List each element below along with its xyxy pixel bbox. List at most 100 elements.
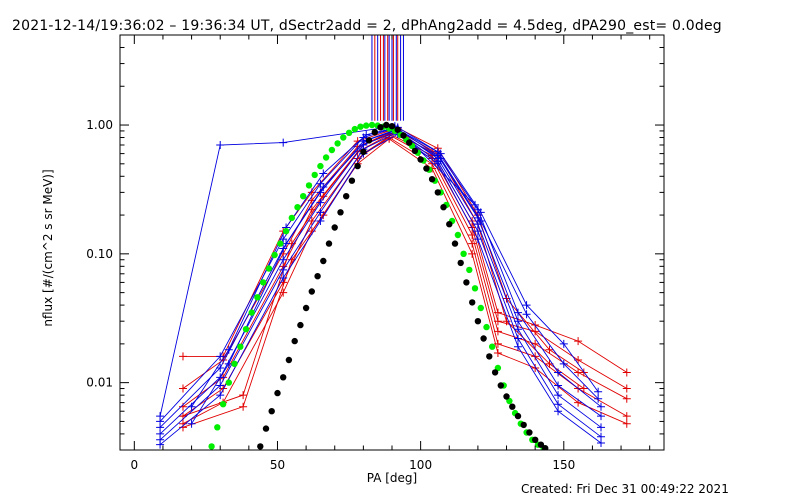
- x-tick-label: 150: [552, 458, 575, 472]
- plot-content: [156, 35, 631, 450]
- x-axis-label: PA [deg]: [367, 471, 417, 485]
- y-axis-label: nflux [#/(cm^2 s sr MeV)]: [41, 169, 55, 326]
- green-model-point: [317, 162, 324, 170]
- series-1-point: [178, 352, 187, 361]
- y-tick-label: 1.00: [86, 118, 113, 132]
- series-4-point: [468, 239, 477, 248]
- series-11-point: [597, 423, 606, 432]
- black-model-point: [503, 393, 510, 400]
- series-13-point: [216, 391, 225, 400]
- series-7-point: [579, 384, 588, 393]
- series-5-line: [182, 138, 627, 425]
- black-model-point: [526, 429, 533, 436]
- black-model-point: [383, 121, 390, 129]
- black-model-point: [394, 126, 401, 133]
- black-model-point: [297, 321, 304, 329]
- created-timestamp: Created: Fri Dec 31 00:49:22 2021: [521, 482, 729, 496]
- green-model-point: [345, 129, 353, 136]
- black-model-point: [343, 193, 350, 200]
- series-7-line: [182, 130, 585, 428]
- black-model-point: [514, 412, 522, 420]
- black-model-point: [463, 279, 470, 286]
- series-13-point: [156, 440, 165, 449]
- series-10-point: [316, 188, 325, 197]
- series-1-point: [574, 337, 583, 346]
- series-9-point: [216, 352, 225, 361]
- black-model-point: [537, 441, 545, 448]
- series-9-point: [554, 368, 563, 377]
- black-model-point: [325, 240, 333, 247]
- black-model-point: [400, 132, 407, 139]
- green-model-point: [466, 266, 473, 274]
- green-model-point: [237, 343, 244, 350]
- black-model-point: [280, 374, 287, 381]
- series-5-point: [468, 249, 477, 258]
- black-model-point: [360, 148, 367, 155]
- series-1-line: [183, 130, 628, 373]
- series-13-point: [597, 438, 606, 447]
- series-12-point: [316, 208, 325, 217]
- series-15-point: [559, 359, 568, 368]
- black-model-point: [457, 259, 464, 267]
- black-model-point: [532, 436, 539, 443]
- series-7-point: [502, 317, 511, 326]
- green-model-point: [454, 231, 462, 239]
- black-model-point: [486, 353, 493, 360]
- series-9-point: [597, 402, 606, 411]
- x-tick-label: 50: [270, 458, 285, 472]
- series-15-point: [594, 394, 603, 403]
- series-5-point: [622, 419, 631, 428]
- series-12-line: [159, 131, 602, 441]
- series-13-point: [433, 159, 442, 168]
- series-6-point: [545, 345, 554, 354]
- y-tick-label: 0.10: [86, 247, 113, 261]
- green-model-point: [254, 294, 261, 301]
- series-13-line: [159, 133, 602, 446]
- series-2-point: [178, 384, 187, 393]
- series-11-point: [279, 255, 288, 264]
- series-2-point: [622, 384, 631, 393]
- black-model-point: [320, 257, 327, 265]
- series-14-point: [476, 208, 485, 217]
- black-model-point: [371, 129, 378, 136]
- series-11-point: [554, 391, 563, 400]
- green-model-point: [288, 214, 295, 222]
- black-model-point: [497, 382, 504, 389]
- series-14-point: [187, 402, 196, 411]
- series-14-point: [559, 339, 568, 348]
- black-model-point: [308, 288, 315, 295]
- series-7-point: [178, 423, 187, 432]
- series-4-point: [531, 352, 540, 361]
- series-13-point: [554, 407, 563, 416]
- series-12-point: [279, 265, 288, 274]
- series-6-point: [239, 391, 248, 400]
- green-model-point: [260, 279, 267, 286]
- green-model-point: [483, 323, 490, 331]
- black-model-point: [474, 318, 482, 325]
- black-model-point: [520, 421, 527, 429]
- green-model-point: [231, 360, 238, 367]
- series-15-line: [191, 130, 599, 424]
- green-model-point: [242, 326, 250, 333]
- green-model-point: [277, 240, 284, 247]
- black-model-point: [542, 445, 549, 450]
- black-model-point: [480, 335, 487, 342]
- black-model-point: [423, 165, 430, 172]
- black-model-point: [491, 369, 499, 376]
- series-14-point: [224, 345, 233, 354]
- y-tick-label: 0.01: [86, 376, 113, 390]
- green-model-point: [208, 443, 215, 450]
- black-model-point: [417, 156, 424, 163]
- black-model-point: [268, 408, 275, 415]
- black-model-point: [262, 425, 270, 432]
- x-tick-label: 100: [409, 458, 432, 472]
- black-model-point: [331, 224, 338, 231]
- series-14-point: [594, 387, 603, 396]
- black-model-point: [348, 177, 356, 184]
- green-model-point: [305, 182, 313, 189]
- series-14-point: [319, 169, 328, 178]
- black-model-point: [434, 189, 441, 196]
- series-12-point: [554, 400, 563, 409]
- black-model-point: [257, 443, 264, 450]
